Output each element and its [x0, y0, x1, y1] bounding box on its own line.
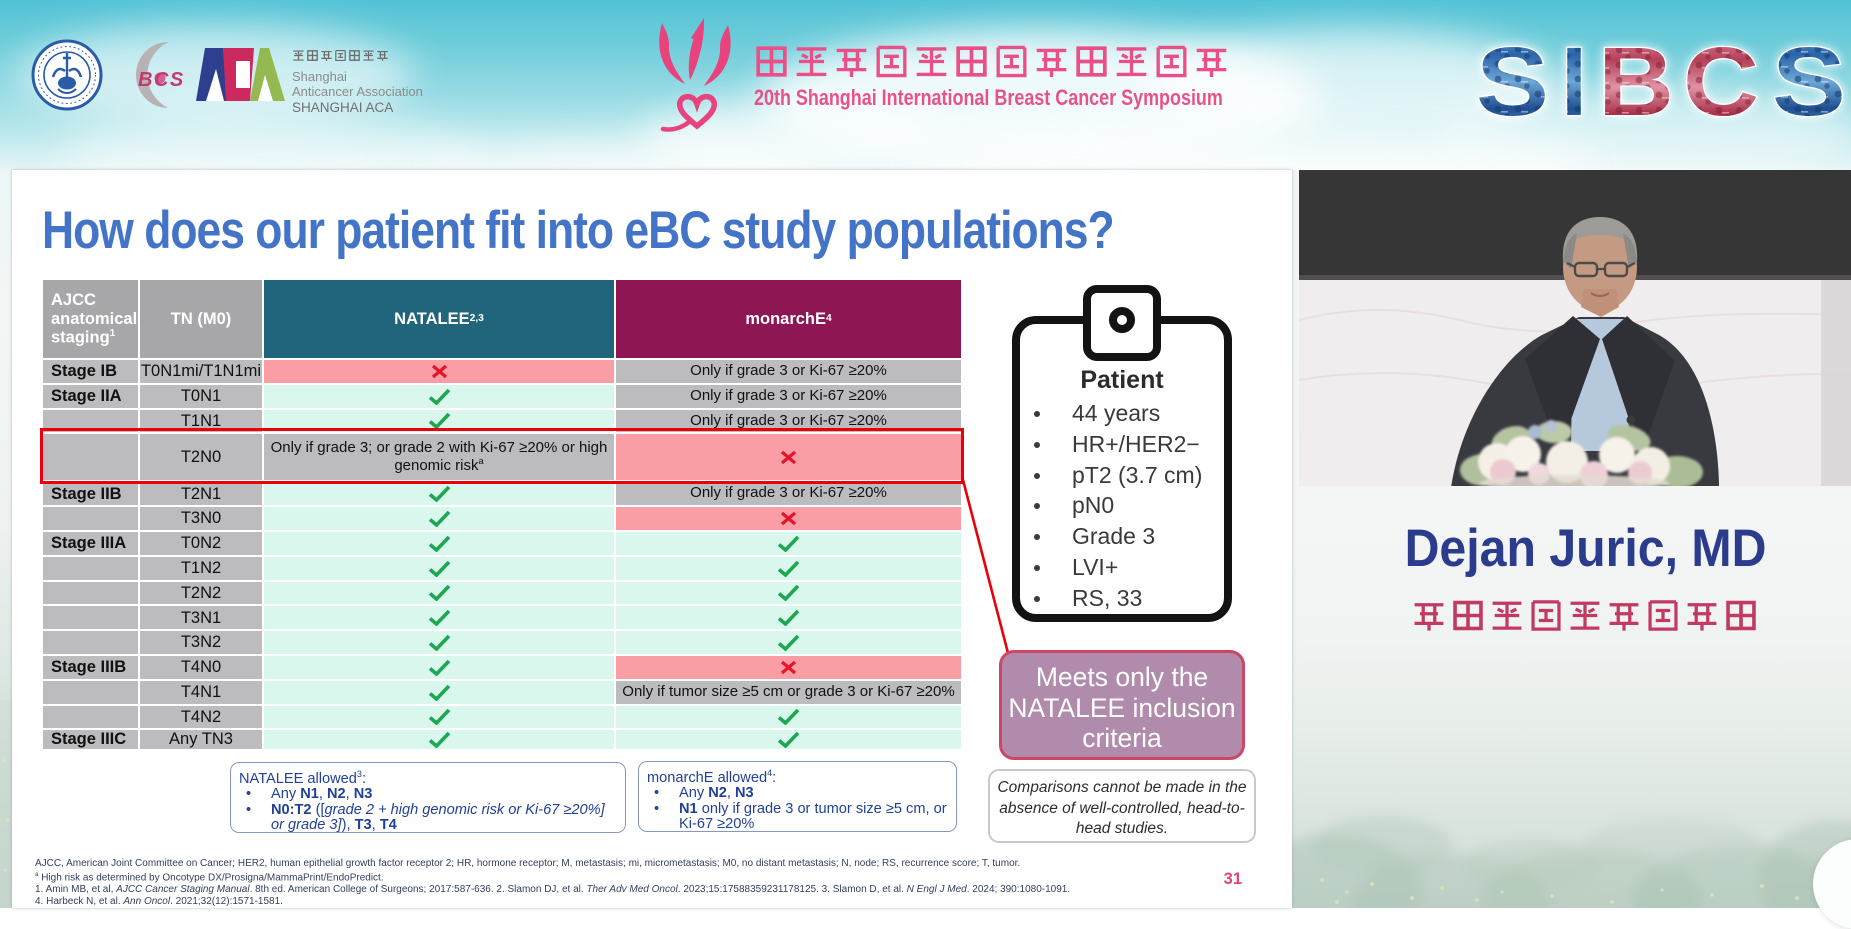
svg-text:I: I [1561, 27, 1587, 125]
svg-text:C: C [1683, 27, 1759, 125]
svg-text:S: S [1772, 27, 1846, 125]
svg-text:S: S [1476, 27, 1549, 125]
svg-text:S: S [1772, 27, 1846, 125]
svg-text:B: B [1598, 27, 1674, 125]
svg-text:BCS: BCS [138, 69, 185, 91]
svg-text:I: I [1561, 27, 1587, 125]
svg-text:B: B [1598, 27, 1674, 125]
svg-text:C: C [1683, 27, 1759, 125]
svg-text:S: S [1476, 27, 1549, 125]
